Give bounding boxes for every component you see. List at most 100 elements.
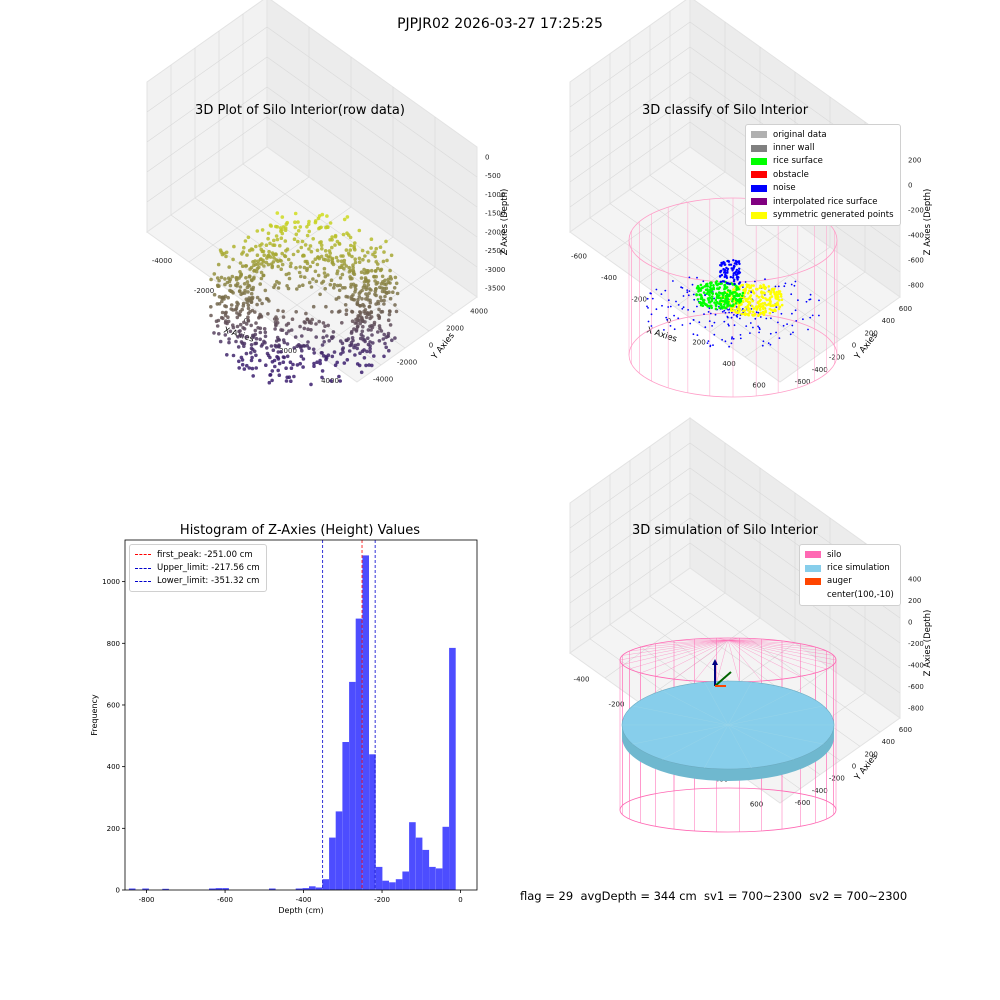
symmetric-point <box>769 304 772 308</box>
x-axis-label: X Axies <box>645 325 678 344</box>
raw-point <box>222 297 226 301</box>
raw-point <box>218 248 223 252</box>
raw-point <box>303 243 308 247</box>
raw-point <box>359 315 364 320</box>
raw-point <box>275 211 280 215</box>
raw-point <box>360 329 365 334</box>
raw-point <box>342 217 347 222</box>
noise-point <box>730 316 733 319</box>
raw-point <box>276 368 281 373</box>
noise-cluster-point <box>731 276 735 279</box>
raw-point <box>248 267 252 271</box>
noise-point <box>818 299 820 302</box>
gridline <box>569 442 691 529</box>
raw-point <box>361 324 365 329</box>
raw-point <box>319 243 324 247</box>
raw-point <box>388 275 393 279</box>
noise-point <box>750 308 753 310</box>
silo-roof-line <box>727 638 762 641</box>
symmetric-point <box>752 284 755 287</box>
rice-surface-point <box>696 298 700 301</box>
legend-label: auger <box>827 576 852 587</box>
raw-point <box>320 343 325 347</box>
raw-point <box>246 303 251 308</box>
silo-roof-line <box>727 639 834 665</box>
raw-point <box>321 257 326 262</box>
symmetric-point <box>768 297 772 301</box>
histogram-bar <box>389 882 396 890</box>
symmetric-point <box>768 311 772 315</box>
legend-item-center: center(100,-10) <box>805 588 894 601</box>
raw-point <box>353 287 358 292</box>
rice-mesh-line <box>727 724 752 768</box>
noise-point <box>681 287 684 289</box>
raw-point <box>314 322 318 326</box>
rice-surface-point <box>718 286 721 289</box>
noise-point <box>759 316 762 318</box>
legend-item-noise: noise <box>751 182 894 195</box>
rice-surface-point <box>710 281 713 285</box>
legend-item-silo: silo <box>805 548 894 561</box>
raw-point <box>340 272 345 277</box>
raw-point <box>294 310 299 314</box>
raw-point <box>341 232 346 237</box>
histogram-bar <box>369 754 376 890</box>
rice-surface-point <box>702 291 706 294</box>
raw-point <box>223 304 227 308</box>
status-footer: flag = 29 avgDepth = 344 cm sv1 = 700~23… <box>520 889 908 903</box>
raw-point <box>330 257 334 262</box>
raw-point <box>286 257 291 262</box>
noise-point <box>673 328 676 331</box>
raw-point <box>231 323 235 328</box>
noise-cluster-point <box>724 273 727 277</box>
raw-point <box>356 342 360 347</box>
legend-swatch <box>751 184 767 192</box>
raw-point <box>373 254 378 259</box>
silo-roof-line <box>727 637 740 641</box>
rice-surface-point <box>731 297 735 301</box>
raw-point <box>376 266 380 271</box>
rice-surface-point <box>702 298 706 302</box>
raw-point <box>250 366 255 371</box>
raw-point <box>382 302 386 306</box>
noise-point <box>794 280 797 283</box>
y-tick-label: -400 <box>812 366 828 374</box>
raw-point <box>388 268 392 273</box>
x-tick-label: 2000 <box>279 347 297 355</box>
raw-point <box>244 276 248 280</box>
noise-point <box>755 311 758 314</box>
raw-point <box>348 268 353 273</box>
histogram-bar <box>128 888 136 890</box>
silo-roof-line <box>727 639 816 648</box>
raw-point <box>280 262 285 267</box>
silo-roof-line <box>727 639 801 677</box>
raw-point <box>237 366 241 370</box>
noise-point <box>777 285 780 288</box>
noise-point <box>805 300 808 303</box>
symmetric-point <box>761 310 765 314</box>
rice-surface-point <box>741 294 744 298</box>
noise-cluster-point <box>738 271 742 274</box>
raw-point <box>305 317 310 322</box>
noise-cluster-point <box>718 275 722 278</box>
noise-point <box>761 344 764 347</box>
histogram-bar <box>342 742 349 890</box>
raw-point <box>231 353 236 358</box>
noise-cluster-point <box>738 262 741 266</box>
noise-cluster-point <box>724 263 727 266</box>
raw-point <box>343 286 347 290</box>
gridline <box>266 26 478 178</box>
z-axis-label: Z Axies (Depth) <box>923 610 933 677</box>
raw-point <box>242 291 247 295</box>
raw-point <box>279 267 284 272</box>
raw-point <box>344 264 349 268</box>
symmetric-point <box>755 287 758 291</box>
raw-point <box>366 336 370 341</box>
z-tick-label: -400 <box>908 661 924 669</box>
legend-label: Upper_limit: -217.56 cm <box>157 563 260 574</box>
noise-point <box>665 316 668 319</box>
raw-point <box>364 285 369 290</box>
symmetric-point <box>744 306 748 309</box>
legend-item-auger: auger <box>805 575 894 588</box>
raw-point <box>390 338 394 343</box>
